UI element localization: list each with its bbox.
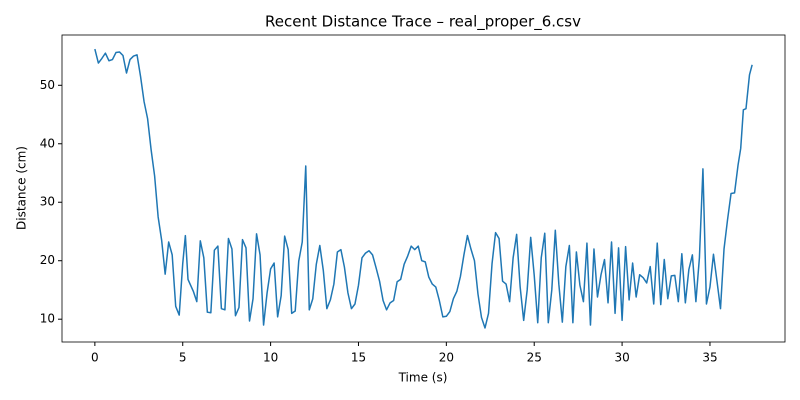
x-tick-label: 20 [439,351,454,365]
y-tick-label: 40 [40,136,55,150]
y-tick-label: 30 [40,195,55,209]
y-axis-label: Distance (cm) [15,146,29,230]
x-tick-label: 0 [91,351,99,365]
y-tick-label: 50 [40,78,55,92]
plot-frame [61,34,786,343]
x-axis-label: Time (s) [398,371,448,385]
x-tick-label: 25 [527,351,542,365]
x-tick-label: 15 [351,351,366,365]
x-tick-label: 5 [179,351,187,365]
x-tick-label: 30 [614,351,629,365]
x-tick-label: 35 [702,351,717,365]
chart-title: Recent Distance Trace – real_proper_6.cs… [265,13,581,32]
y-tick-label: 10 [40,312,55,326]
x-tick-label: 10 [263,351,278,365]
data-line [94,48,753,329]
y-tick-label: 20 [40,253,55,267]
